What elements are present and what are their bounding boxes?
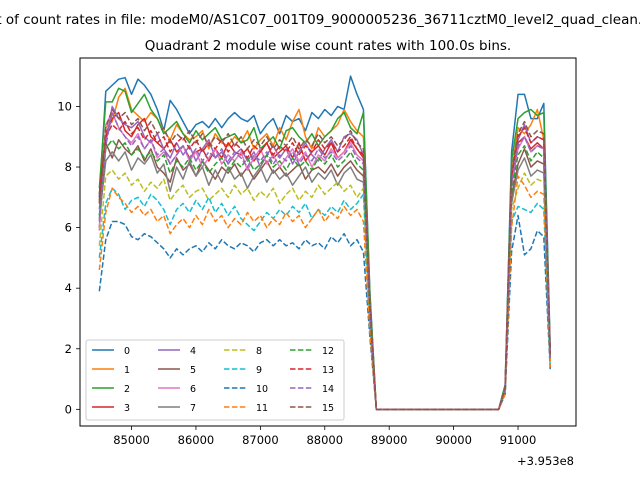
legend-label-5: 5 xyxy=(190,365,196,376)
series-layer xyxy=(98,75,551,411)
legend-label-7: 7 xyxy=(190,403,196,414)
x-tick-label: 85000 xyxy=(113,433,150,447)
legend-label-13: 13 xyxy=(322,365,334,376)
x-tick-label: 90000 xyxy=(435,433,472,447)
legend-label-2: 2 xyxy=(124,384,130,395)
legend-label-8: 8 xyxy=(256,346,262,357)
legend-label-1: 1 xyxy=(124,365,130,376)
y-axis: 0 2 4 6 8 10 xyxy=(57,99,80,416)
y-tick-label: 10 xyxy=(57,99,72,113)
series-line-8 xyxy=(98,169,551,411)
y-tick-label: 2 xyxy=(65,342,72,356)
legend-label-4: 4 xyxy=(190,346,196,357)
y-tick-label: 6 xyxy=(65,221,72,235)
x-axis: 85000 86000 87000 88000 89000 90000 91000 xyxy=(113,426,536,447)
x-tick-label: 87000 xyxy=(242,433,279,447)
plot-frame xyxy=(79,57,577,427)
legend-label-9: 9 xyxy=(256,365,262,376)
series-line-14 xyxy=(98,111,551,411)
legend-label-0: 0 xyxy=(124,346,130,357)
legend-label-10: 10 xyxy=(256,384,268,395)
y-tick-label: 0 xyxy=(65,402,72,416)
y-tick-label: 8 xyxy=(65,160,72,174)
x-tick-label: 86000 xyxy=(178,433,215,447)
legend-label-12: 12 xyxy=(322,346,334,357)
x-tick-label: 89000 xyxy=(371,433,408,447)
legend-box xyxy=(85,339,345,421)
x-tick-label: 88000 xyxy=(306,433,343,447)
legend-label-11: 11 xyxy=(256,403,268,414)
legend-label-3: 3 xyxy=(124,403,130,414)
chart-title: Quadrant 2 module wise count rates with … xyxy=(145,38,511,54)
legend-label-6: 6 xyxy=(190,384,196,395)
figure-suptitle: Plot of count rates in file: modeM0/AS1C… xyxy=(0,12,640,28)
series-line-15 xyxy=(98,108,551,411)
x-offset-label: +3.953e8 xyxy=(517,454,574,468)
x-tick-label: 91000 xyxy=(500,433,537,447)
legend-label-14: 14 xyxy=(322,384,334,395)
y-tick-label: 4 xyxy=(65,281,72,295)
legend-label-15: 15 xyxy=(322,403,334,414)
